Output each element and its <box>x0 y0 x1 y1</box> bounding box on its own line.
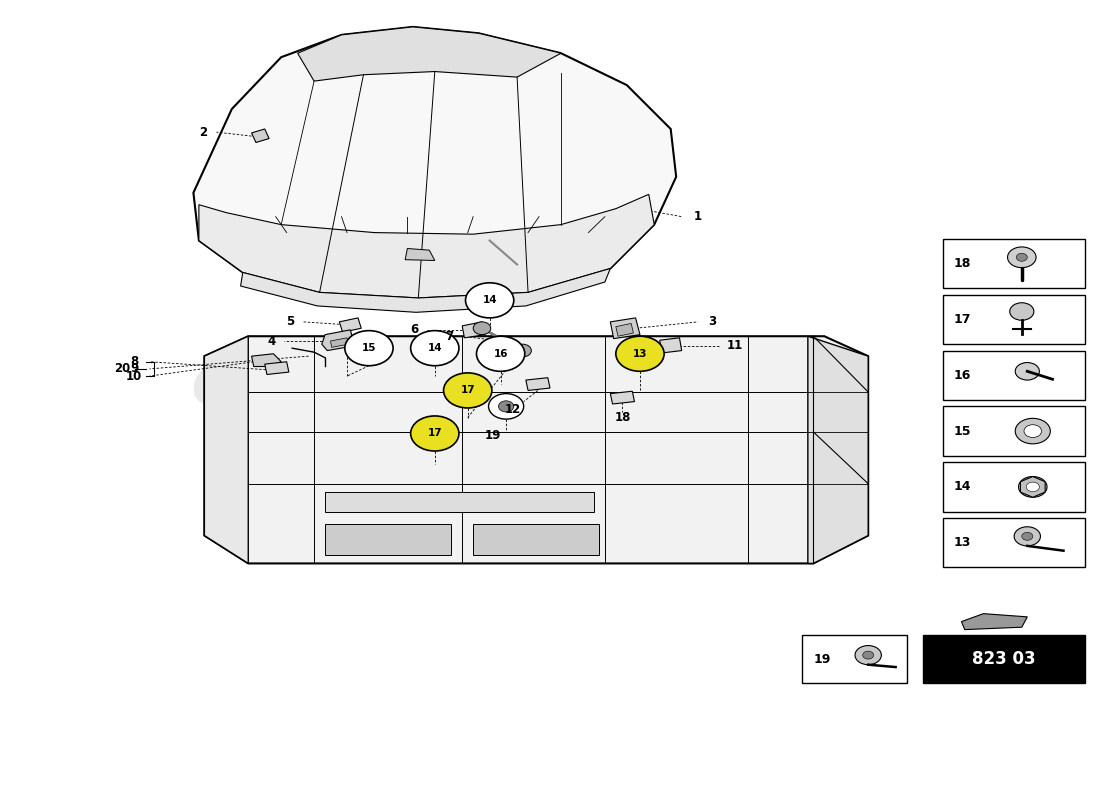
Circle shape <box>1008 247 1036 268</box>
FancyBboxPatch shape <box>943 350 1086 400</box>
Circle shape <box>855 646 881 665</box>
Text: 11: 11 <box>726 339 742 352</box>
FancyBboxPatch shape <box>943 518 1086 567</box>
Polygon shape <box>326 492 594 512</box>
Polygon shape <box>526 378 550 390</box>
FancyBboxPatch shape <box>802 635 906 683</box>
Polygon shape <box>610 391 635 404</box>
Circle shape <box>1022 532 1033 540</box>
FancyBboxPatch shape <box>943 294 1086 344</box>
FancyBboxPatch shape <box>943 239 1086 288</box>
Polygon shape <box>610 318 640 338</box>
Polygon shape <box>807 336 868 563</box>
Text: 18: 18 <box>954 257 971 270</box>
Text: a passion for parts since 1985: a passion for parts since 1985 <box>240 468 597 492</box>
Polygon shape <box>405 249 435 261</box>
Text: 14: 14 <box>954 480 971 494</box>
Circle shape <box>1019 477 1047 498</box>
Text: 4: 4 <box>267 334 275 347</box>
Text: 17: 17 <box>461 386 475 395</box>
FancyBboxPatch shape <box>943 406 1086 456</box>
Circle shape <box>473 322 491 334</box>
Circle shape <box>443 373 492 408</box>
Text: 16: 16 <box>494 349 508 358</box>
Circle shape <box>862 651 873 659</box>
Text: 19: 19 <box>813 653 830 666</box>
Text: 16: 16 <box>954 369 971 382</box>
Text: 13: 13 <box>632 349 647 358</box>
Polygon shape <box>660 338 682 353</box>
Circle shape <box>616 336 664 371</box>
Circle shape <box>1016 254 1027 262</box>
Circle shape <box>410 416 459 451</box>
Text: 14: 14 <box>428 343 442 353</box>
Polygon shape <box>616 323 634 336</box>
Text: 6: 6 <box>410 323 418 336</box>
Circle shape <box>465 283 514 318</box>
FancyBboxPatch shape <box>943 462 1086 512</box>
Circle shape <box>410 330 459 366</box>
Text: 18: 18 <box>614 411 630 424</box>
Circle shape <box>344 330 393 366</box>
Text: 823 03: 823 03 <box>972 650 1036 668</box>
Circle shape <box>488 394 524 419</box>
Text: 7: 7 <box>446 330 453 342</box>
Text: 15: 15 <box>362 343 376 353</box>
Polygon shape <box>462 322 485 338</box>
Polygon shape <box>252 129 270 142</box>
Text: 12: 12 <box>505 403 520 416</box>
Circle shape <box>1026 482 1039 492</box>
Circle shape <box>476 336 525 371</box>
Text: 19: 19 <box>485 430 502 442</box>
Polygon shape <box>331 338 348 347</box>
Text: 8: 8 <box>130 355 139 368</box>
Circle shape <box>1015 362 1040 380</box>
Text: 20: 20 <box>114 362 130 375</box>
Polygon shape <box>326 523 451 555</box>
Text: 17: 17 <box>428 429 442 438</box>
Circle shape <box>1015 418 1050 444</box>
Polygon shape <box>1021 477 1045 498</box>
Polygon shape <box>298 27 561 81</box>
Text: 13: 13 <box>954 536 971 550</box>
Polygon shape <box>473 523 600 555</box>
Polygon shape <box>265 362 289 374</box>
Polygon shape <box>339 318 361 332</box>
FancyBboxPatch shape <box>923 635 1086 683</box>
Text: 17: 17 <box>954 313 971 326</box>
Polygon shape <box>205 336 249 563</box>
Circle shape <box>1014 526 1041 546</box>
Text: 15: 15 <box>954 425 971 438</box>
Polygon shape <box>961 614 1027 630</box>
Polygon shape <box>205 336 868 563</box>
Polygon shape <box>194 27 676 298</box>
Circle shape <box>514 344 531 357</box>
Polygon shape <box>199 194 654 298</box>
Polygon shape <box>252 354 282 366</box>
Text: eurospares: eurospares <box>190 350 647 418</box>
Text: 10: 10 <box>126 370 142 382</box>
Text: 1: 1 <box>694 210 702 223</box>
Circle shape <box>1024 425 1042 438</box>
Circle shape <box>498 401 514 412</box>
Text: 9: 9 <box>130 362 139 375</box>
Text: 3: 3 <box>708 315 716 328</box>
Polygon shape <box>241 269 611 312</box>
Circle shape <box>1010 302 1034 320</box>
Text: 5: 5 <box>286 315 294 328</box>
Text: 14: 14 <box>482 295 497 306</box>
Text: 2: 2 <box>199 126 207 138</box>
Polygon shape <box>322 330 354 350</box>
